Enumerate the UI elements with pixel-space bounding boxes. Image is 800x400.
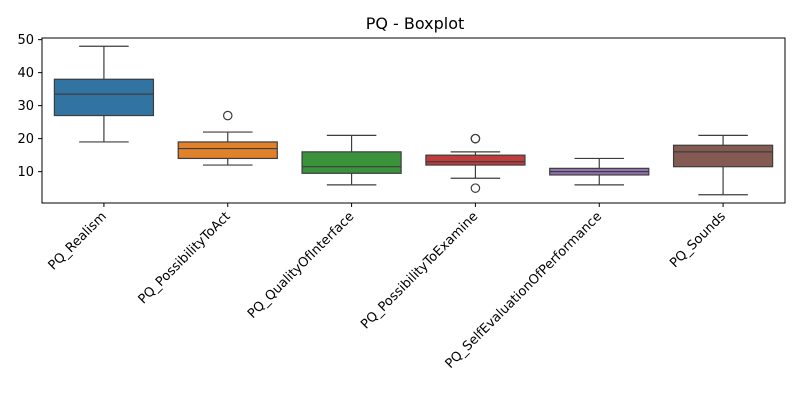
box-PQ_QualityOfInterface — [301, 151, 402, 174]
y-tick-label: 30 — [17, 99, 34, 114]
x-tick-label: PQ_Sounds — [667, 209, 729, 271]
y-tick-label: 10 — [17, 165, 34, 180]
outlier-point — [222, 110, 233, 121]
outlier-point — [470, 133, 481, 144]
y-tick-label: 50 — [17, 33, 34, 48]
outlier-point — [470, 183, 481, 193]
y-tick-label: 20 — [17, 132, 34, 147]
box-PQ_Realism — [53, 78, 155, 117]
box-PQ_PossibilityToAct — [177, 141, 278, 160]
axes-frame — [41, 37, 786, 204]
x-tick-label: PQ_QualityOfInterface — [245, 209, 357, 321]
box-PQ_Sounds — [672, 144, 774, 168]
chart-title: PQ - Boxplot — [366, 14, 465, 33]
x-tick-label: PQ_Realism — [46, 209, 110, 273]
box-PQ_PossibilityToExamine — [425, 154, 526, 166]
y-tick-label: 40 — [17, 66, 34, 81]
x-tick-label: PQ_PossibilityToExamine — [358, 209, 481, 332]
x-tick-label: PQ_PossibilityToAct — [136, 209, 234, 307]
